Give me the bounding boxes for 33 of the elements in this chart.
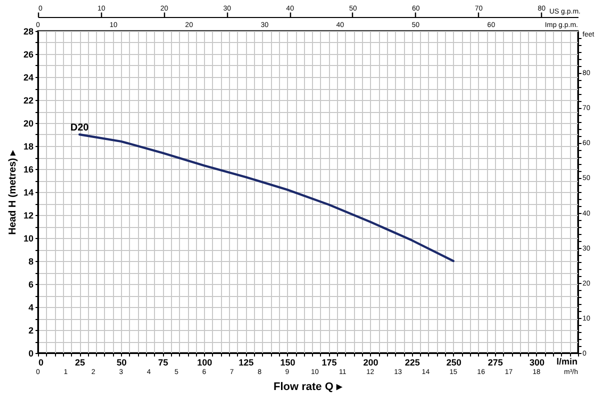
x-tick-label: 25 <box>75 358 86 368</box>
y-tick-label: 6 <box>28 280 34 290</box>
y-axis-title: Head H (metres) ▸ <box>7 149 18 235</box>
y-tick-label: 20 <box>23 118 34 128</box>
x-tick-label: 50 <box>116 358 127 368</box>
x-tick-label: 275 <box>488 358 503 368</box>
text: l/min <box>556 356 578 366</box>
x-tick-label: 100 <box>197 358 212 368</box>
y-tick-label: 28 <box>23 26 34 36</box>
y-tick-label: 22 <box>23 96 34 106</box>
y-tick-label: 10 <box>23 234 34 244</box>
y-tick-label: 8 <box>28 256 34 266</box>
x-tick-label: 300 <box>529 358 544 368</box>
y-tick-label: 4 <box>28 302 34 312</box>
x-tick-label: 200 <box>363 358 378 368</box>
y-tick-label: 16 <box>23 164 34 174</box>
x-tick-label: 125 <box>238 358 254 368</box>
line-series <box>78 133 454 262</box>
x-axis-title: Flow rate Q ▸ <box>274 381 342 393</box>
y-tick-label: 14 <box>23 188 34 198</box>
y-tick-label: 12 <box>23 210 34 220</box>
y-tick-label: 24 <box>23 72 34 82</box>
x-tick-label: 250 <box>446 358 462 368</box>
y-tick-label: 0 <box>28 348 34 358</box>
x-tick-label: 150 <box>280 358 296 368</box>
x-tick-label: 0 <box>38 358 44 368</box>
x-tick-label: 75 <box>158 358 168 368</box>
y-tick-label: 26 <box>23 50 34 60</box>
x-tick-label: 175 <box>322 358 337 368</box>
x-tick-label: 225 <box>404 358 420 368</box>
series-label: D20 <box>70 122 90 134</box>
y-tick-label: 2 <box>28 326 34 336</box>
y-tick-label: 18 <box>23 142 34 152</box>
